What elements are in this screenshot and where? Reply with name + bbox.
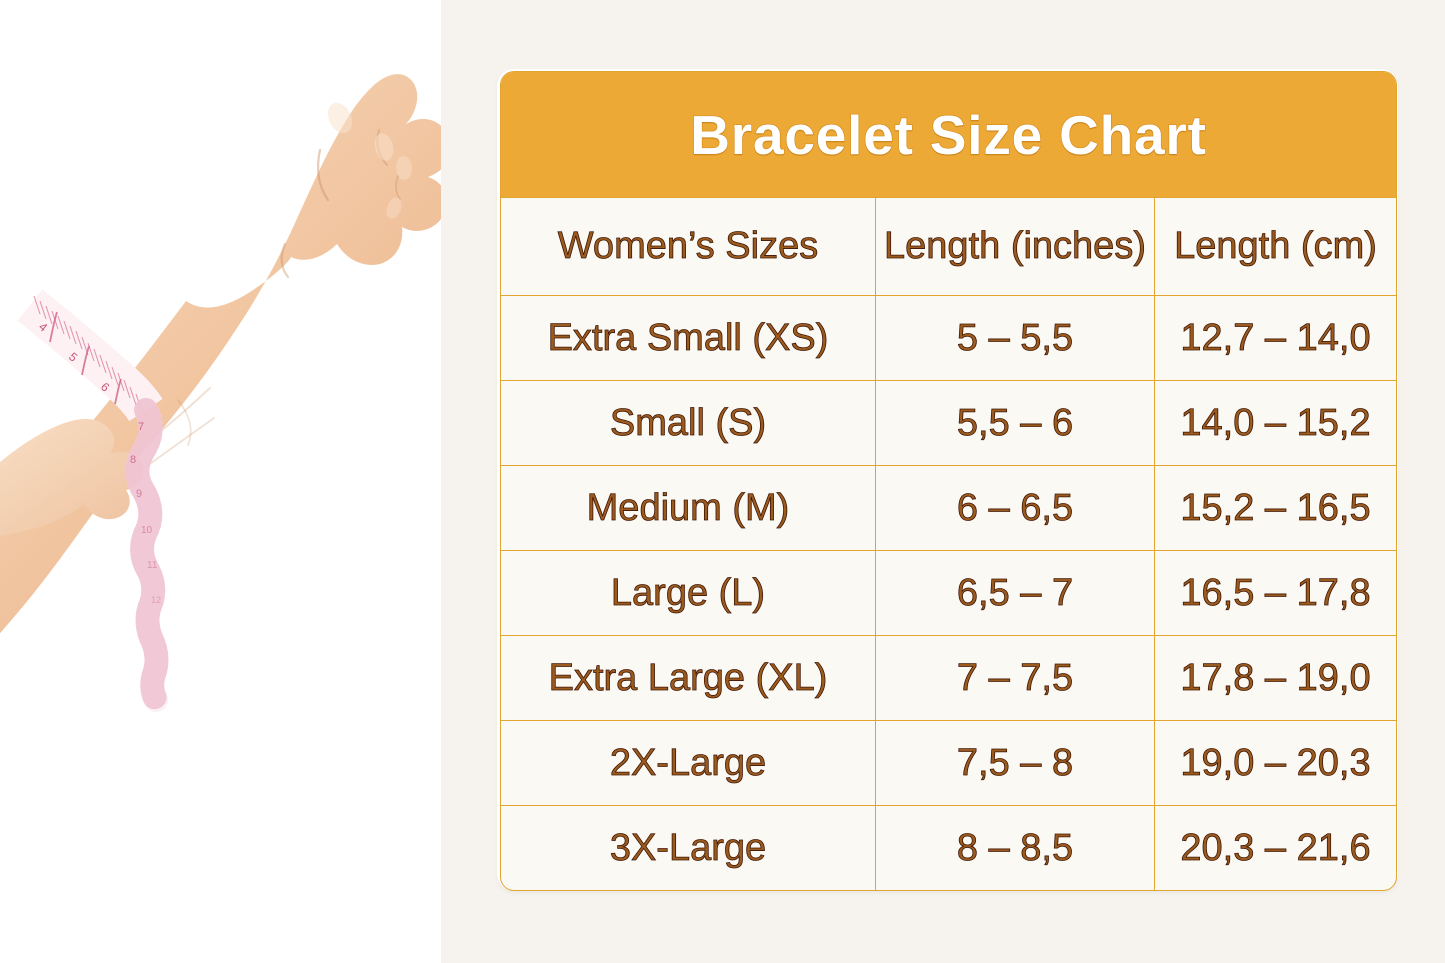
svg-text:8: 8	[130, 454, 136, 466]
svg-text:10: 10	[141, 525, 153, 536]
svg-text:11: 11	[147, 560, 158, 571]
svg-text:7: 7	[138, 421, 144, 433]
svg-text:9: 9	[136, 488, 142, 500]
svg-text:12: 12	[151, 595, 161, 605]
